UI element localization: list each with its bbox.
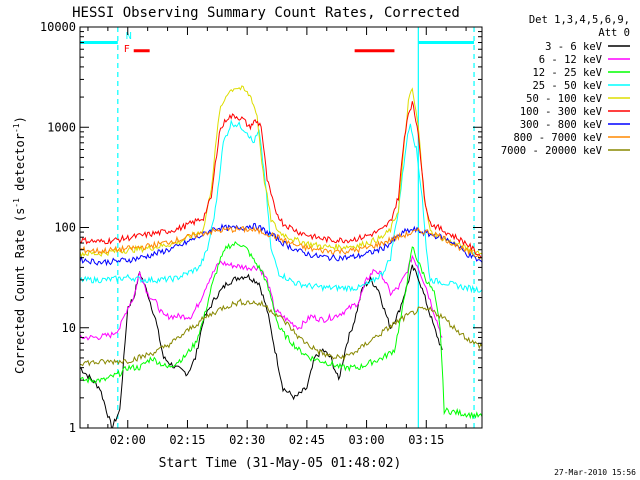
x-tick-label-02-15: 02:15 bbox=[169, 433, 205, 447]
x-tick-label-02-30: 02:30 bbox=[229, 433, 265, 447]
y-tick-label-10: 10 bbox=[62, 321, 76, 335]
legend-label-3-6-kev: 3 - 6 keV bbox=[545, 41, 603, 53]
x-tick-label-03-00: 03:00 bbox=[349, 433, 385, 447]
legend-label-25-50-kev: 25 - 50 keV bbox=[532, 80, 602, 92]
legend-label-100-300-kev: 100 - 300 keV bbox=[520, 106, 603, 118]
axes: 02:00 02:15 02:30 02:45 03:00 03:15 1 10 100 1000… bbox=[40, 20, 483, 447]
series-line-50-100-kev bbox=[80, 85, 482, 259]
legend-label-7000-20000-kev: 7000 - 20000 keV bbox=[501, 145, 603, 157]
y-axis-label-sup2: -1 bbox=[12, 123, 21, 133]
legend-header-line-2: Att 0 bbox=[598, 27, 630, 39]
x-axis-label: Start Time (31-May-05 01:48:02) bbox=[159, 456, 402, 471]
legend-label-300-800-kev: 300 - 800 keV bbox=[520, 119, 603, 131]
series-line-800-7000-kev bbox=[80, 225, 482, 260]
y-axis-label-sup1: -1 bbox=[12, 198, 21, 208]
plot-layer bbox=[80, 27, 482, 428]
y-axis-label: Corrected Count Rate (s-1 detector-1) bbox=[12, 116, 27, 374]
legend-label-6-12-kev: 6 - 12 keV bbox=[539, 54, 603, 66]
x-tick-label-02-00: 02:00 bbox=[110, 433, 146, 447]
marker-f: F bbox=[124, 44, 130, 55]
y-tick-label-1000: 1000 bbox=[47, 120, 76, 134]
legend-label-800-7000-kev: 800 - 7000 keV bbox=[513, 132, 602, 144]
legend-label-12-25-kev: 12 - 25 keV bbox=[532, 67, 602, 79]
series-line-6-12-kev bbox=[80, 254, 443, 341]
x-tick-label-02-45: 02:45 bbox=[289, 433, 325, 447]
x-tick-label-03-15: 03:15 bbox=[408, 433, 444, 447]
y-tick-label-10000: 10000 bbox=[40, 20, 76, 34]
legend-label-50-100-kev: 50 - 100 keV bbox=[526, 93, 603, 105]
series-line-7000-20000-kev bbox=[80, 298, 482, 367]
footer-timestamp: 27-Mar-2010 15:56 bbox=[554, 468, 636, 477]
series-line-12-25-kev bbox=[80, 240, 482, 420]
plot-area: NF bbox=[80, 27, 482, 428]
y-axis-label-suffix: ) bbox=[13, 116, 27, 123]
legend-header-line-1: Det 1,3,4,5,6,9, bbox=[529, 14, 630, 26]
y-axis-label-mid: detector bbox=[13, 133, 27, 198]
y-tick-label-1: 1 bbox=[69, 421, 76, 435]
series-line-25-50-kev bbox=[80, 119, 482, 294]
y-axis-label-prefix: Corrected Count Rate (s bbox=[13, 208, 27, 374]
series-line-100-300-kev bbox=[80, 101, 482, 259]
chart-title: HESSI Observing Summary Count Rates, Cor… bbox=[72, 5, 460, 21]
series-line-300-800-kev bbox=[80, 222, 482, 267]
y-tick-label-100: 100 bbox=[54, 221, 76, 235]
series-line-3-6-kev bbox=[80, 264, 443, 428]
marker-n: N bbox=[126, 31, 132, 42]
